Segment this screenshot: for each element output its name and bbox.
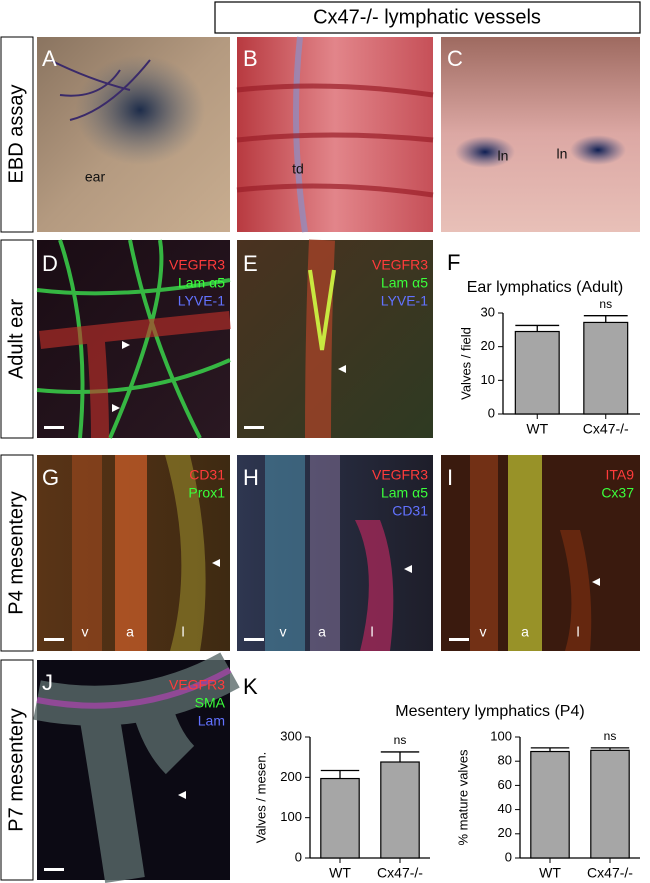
- panel-letter: K: [243, 674, 258, 699]
- panel-letter: J: [42, 670, 53, 695]
- image-label: ln: [557, 146, 568, 162]
- title-box: Cx47-/- lymphatic vessels: [214, 1, 641, 34]
- stain-label: ITA9: [605, 467, 634, 483]
- panel-letter: A: [42, 46, 57, 71]
- y-tick-label: 10: [481, 372, 495, 387]
- bar: [530, 750, 570, 859]
- stain-label: SMA: [195, 695, 226, 711]
- panel-letter: D: [42, 251, 58, 276]
- stain-label: Lam α5: [381, 275, 428, 291]
- stain-label: Lam α5: [178, 275, 225, 291]
- image-label: a: [521, 624, 529, 640]
- stain-label: CD31: [392, 503, 428, 519]
- stain-label: Prox1: [188, 485, 225, 501]
- image-label: td: [292, 161, 304, 177]
- image-label: l: [370, 624, 373, 640]
- bar: [320, 777, 360, 859]
- x-tick-label: Cx47-/-: [583, 421, 629, 437]
- y-tick-label: 20: [481, 338, 495, 353]
- micrographs: [33, 36, 640, 883]
- image-label: a: [126, 624, 134, 640]
- significance-label: ns: [599, 297, 612, 311]
- row-labels: EBD assay Adult ear P4 mesentery P7 mese…: [0, 36, 34, 881]
- image-label: l: [181, 624, 184, 640]
- y-tick-label: 30: [481, 304, 495, 319]
- y-tick-label: 60: [498, 777, 512, 792]
- image-label: ear: [85, 169, 106, 185]
- y-tick-label: 40: [498, 801, 512, 816]
- row-label: Adult ear: [5, 299, 27, 379]
- figure-title: Cx47-/- lymphatic vessels: [313, 6, 541, 28]
- image-label: l: [576, 624, 579, 640]
- y-axis-label: Valves / field: [458, 327, 473, 400]
- y-axis-label: Valves / mesen.: [253, 752, 268, 844]
- panel-letter: F: [447, 250, 460, 275]
- x-tick-label: Cx47-/-: [377, 865, 423, 881]
- x-tick-label: Cx47-/-: [587, 865, 633, 881]
- stain-label: LYVE-1: [178, 293, 225, 309]
- image-label: v: [280, 624, 287, 640]
- y-tick-label: 100: [490, 728, 512, 743]
- x-tick-label: WT: [329, 865, 351, 881]
- significance-label: ns: [604, 729, 617, 743]
- y-tick-label: 200: [280, 769, 302, 784]
- image-label: ln: [498, 148, 509, 164]
- panel-letter: E: [243, 251, 258, 276]
- stain-label: Lam: [198, 713, 225, 729]
- panel-letter: B: [243, 46, 258, 71]
- bar: [380, 761, 420, 859]
- row-label: EBD assay: [5, 85, 27, 184]
- image-label: v: [480, 624, 487, 640]
- row-label: P7 mesentery: [5, 708, 27, 831]
- bar: [590, 749, 630, 859]
- bar: [514, 330, 560, 415]
- stain-label: VEGFR3: [372, 467, 428, 483]
- stain-label: LYVE-1: [381, 293, 428, 309]
- stain-label: VEGFR3: [372, 257, 428, 273]
- panel-letter: C: [447, 46, 463, 71]
- panel-letter: I: [447, 465, 453, 490]
- stain-label: VEGFR3: [169, 677, 225, 693]
- image-label: v: [82, 624, 89, 640]
- image-label: a: [318, 624, 326, 640]
- chart-title: Ear lymphatics (Adult): [467, 279, 624, 296]
- y-tick-label: 0: [505, 849, 512, 864]
- y-tick-label: 100: [280, 809, 302, 824]
- y-tick-label: 80: [498, 753, 512, 768]
- stain-label: CD31: [189, 467, 225, 483]
- stain-label: Lam α5: [381, 485, 428, 501]
- stain-label: VEGFR3: [169, 257, 225, 273]
- y-tick-label: 300: [280, 728, 302, 743]
- panel-letter: H: [243, 465, 259, 490]
- scale-bars: [44, 426, 469, 871]
- panel-letter: G: [42, 465, 59, 490]
- x-tick-label: WT: [526, 421, 548, 437]
- row-label: P4 mesentery: [5, 491, 27, 614]
- chart-title: Mesentery lymphatics (P4): [395, 703, 584, 720]
- bar: [583, 321, 629, 415]
- y-tick-label: 0: [488, 405, 495, 420]
- y-tick-label: 0: [295, 849, 302, 864]
- significance-label: ns: [394, 733, 407, 747]
- y-axis-label: % mature valves: [455, 749, 470, 846]
- arrowheads: [112, 341, 600, 799]
- stain-label: Cx37: [601, 485, 634, 501]
- x-tick-label: WT: [539, 865, 561, 881]
- y-tick-label: 20: [498, 825, 512, 840]
